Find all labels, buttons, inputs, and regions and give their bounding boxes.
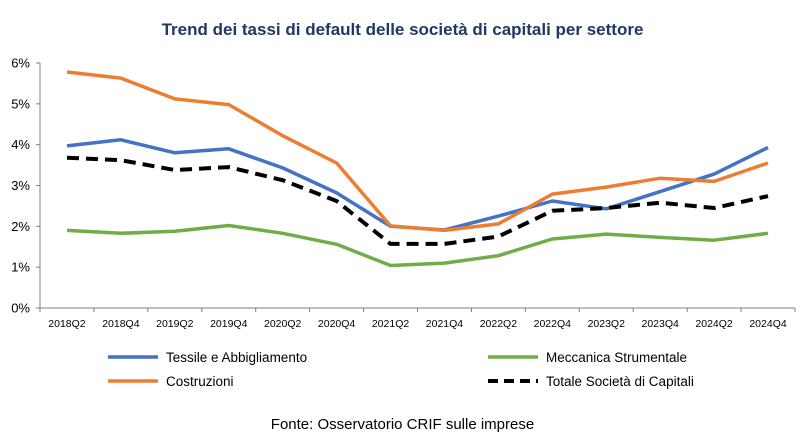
y-tick-label: 3% bbox=[11, 178, 30, 193]
x-tick-label: 2020Q2 bbox=[264, 318, 302, 330]
x-tick-label: 2021Q4 bbox=[426, 318, 464, 330]
legend-label-3: Costruzioni bbox=[166, 374, 234, 389]
y-tick-label: 2% bbox=[11, 219, 30, 234]
series-line-3 bbox=[66, 70, 769, 233]
series-line-1 bbox=[66, 138, 769, 232]
legend-label-2: Meccanica Strumentale bbox=[546, 350, 687, 365]
x-tick-label: 2023Q4 bbox=[641, 318, 679, 330]
y-tick-label: 5% bbox=[11, 96, 30, 111]
x-tick-label: 2021Q2 bbox=[372, 318, 410, 330]
series-line-2 bbox=[66, 223, 769, 268]
x-tick-label: 2023Q2 bbox=[588, 318, 626, 330]
y-tick-label: 6% bbox=[11, 56, 30, 71]
x-tick-label: 2024Q2 bbox=[695, 318, 733, 330]
x-tick-label: 2022Q4 bbox=[534, 318, 572, 330]
source-note: Fonte: Osservatorio CRIF sulle imprese bbox=[270, 416, 535, 433]
x-tick-label: 2018Q4 bbox=[102, 318, 140, 330]
chart-title: Trend dei tassi di default delle società… bbox=[161, 20, 644, 39]
x-tick-label: 2024Q4 bbox=[749, 318, 787, 330]
x-tick-label: 2019Q4 bbox=[210, 318, 248, 330]
legend-label-4: Totale Società di Capitali bbox=[546, 374, 694, 389]
x-tick-label: 2020Q4 bbox=[318, 318, 356, 330]
y-tick-label: 0% bbox=[11, 301, 30, 316]
x-tick-label: 2022Q2 bbox=[480, 318, 518, 330]
series-line-4 bbox=[66, 155, 769, 246]
x-tick-label: 2019Q2 bbox=[156, 318, 194, 330]
y-tick-label: 4% bbox=[11, 137, 30, 152]
legend-label-1: Tessile e Abbigliamento bbox=[166, 350, 307, 365]
y-tick-label: 1% bbox=[11, 260, 30, 275]
x-tick-label: 2018Q2 bbox=[48, 318, 86, 330]
